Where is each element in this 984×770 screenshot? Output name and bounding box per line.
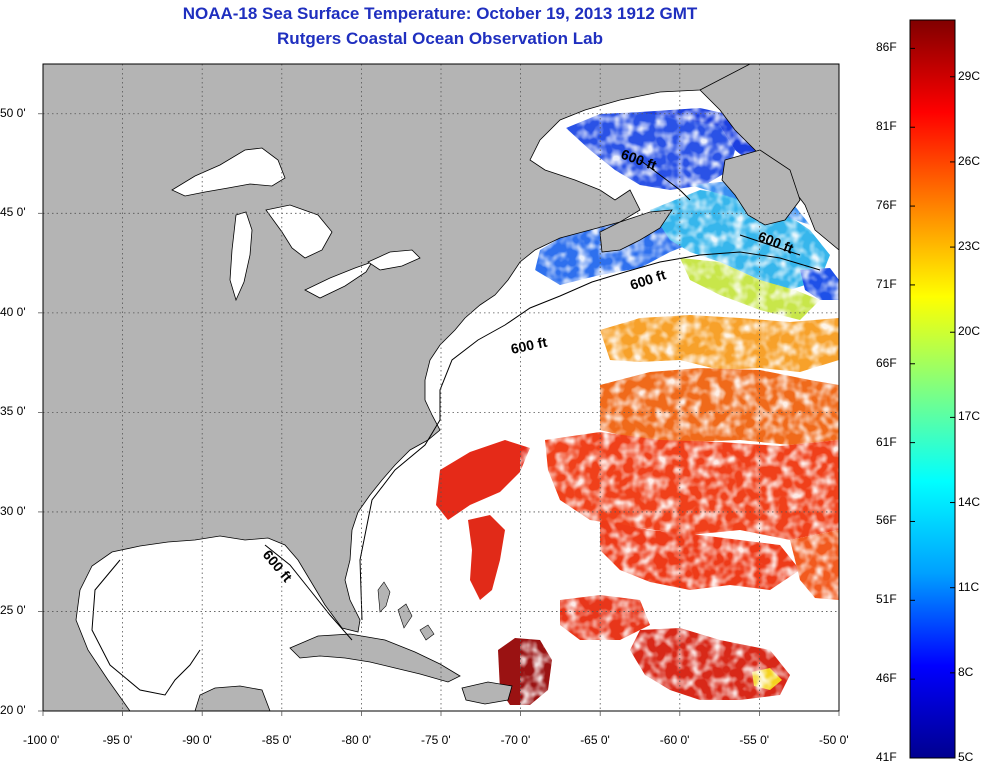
- bahamas: [377, 581, 435, 641]
- colorbar-celsius-label: 5C: [958, 750, 974, 764]
- longitude-tick-label: -90 0': [182, 733, 212, 747]
- latitude-tick-label: 30 0': [0, 503, 26, 518]
- land-layer: [43, 64, 839, 711]
- longitude-tick-label: -80 0': [341, 733, 372, 747]
- colorbar-celsius-label: 29C: [958, 68, 981, 83]
- longitude-tick-label: -75 0': [421, 733, 451, 747]
- longitude-tick-label: -55 0': [739, 733, 770, 747]
- latitude-tick-label: 35 0': [0, 404, 26, 419]
- colorbar-celsius-label: 11C: [958, 579, 980, 594]
- longitude-tick-label: -100 0': [23, 733, 60, 747]
- sst-gulfstream-west: [436, 440, 530, 520]
- colorbar-fahrenheit-label: 71F: [876, 276, 897, 291]
- lake-superior: [171, 147, 286, 197]
- colorbar-celsius-label: 8C: [958, 664, 974, 679]
- colorbar-celsius-label: 20C: [958, 324, 981, 339]
- colorbar-celsius-label: 26C: [958, 153, 981, 168]
- hispaniola: [461, 681, 513, 705]
- colorbar-celsius-label: 17C: [958, 409, 981, 424]
- colorbar-celsius-label: 14C: [958, 494, 981, 509]
- colorbar-fahrenheit-label: 66F: [876, 355, 897, 370]
- lake-huron: [265, 204, 333, 259]
- north-america-land: [43, 64, 751, 711]
- lake-michigan: [229, 211, 253, 302]
- longitude-tick-label: -95 0': [102, 733, 133, 747]
- longitude-tick-label: -70 0': [500, 733, 531, 747]
- latitude-tick-label: 20 0': [0, 703, 26, 717]
- longitude-tick-label: -60 0': [659, 733, 690, 747]
- map-title: NOAA-18 Sea Surface Temperature: October…: [182, 4, 698, 23]
- map-subtitle: Rutgers Coastal Ocean Observation Lab: [277, 29, 603, 48]
- lake-erie: [304, 261, 373, 299]
- lake-ontario: [367, 249, 421, 271]
- nova-scotia: [599, 209, 673, 253]
- longitude-tick-label: -65 0': [580, 733, 610, 747]
- colorbar-fahrenheit-label: 76F: [876, 198, 897, 213]
- latitude-tick-label: 50 0': [0, 105, 26, 120]
- colorbar-ticks: [910, 47, 955, 759]
- depth-contour: [91, 159, 821, 696]
- axis-ticks: [38, 113, 840, 716]
- colorbar-fahrenheit-label: 46F: [876, 671, 897, 686]
- latitude-tick-label: 45 0': [0, 205, 26, 220]
- colorbar-fahrenheit-label: 51F: [876, 592, 897, 607]
- yucatan: [194, 685, 271, 711]
- contour-line-north: [639, 159, 801, 256]
- colorbar-fahrenheit-label: 81F: [876, 119, 897, 134]
- longitude-tick-label: -85 0': [261, 733, 292, 747]
- longitude-tick-label: -50 0': [819, 733, 849, 747]
- colorbar-fahrenheit-label: 56F: [876, 513, 897, 528]
- colorbar-fahrenheit-label: 86F: [876, 40, 897, 55]
- great-lakes: [171, 147, 421, 302]
- latitude-tick-label: 25 0': [0, 603, 26, 618]
- sst-bahamas-patch: [468, 515, 505, 600]
- colorbar-fahrenheit-label: 41F: [876, 750, 897, 764]
- contour-line-east: [91, 251, 821, 696]
- newfoundland: [721, 149, 801, 226]
- latitude-tick-label: 40 0': [0, 304, 26, 319]
- colorbar-celsius-label: 23C: [958, 239, 981, 254]
- contour-label-4: 600 ft: [509, 334, 548, 357]
- colorbar: [909, 19, 956, 759]
- colorbar-fahrenheit-label: 61F: [876, 434, 897, 449]
